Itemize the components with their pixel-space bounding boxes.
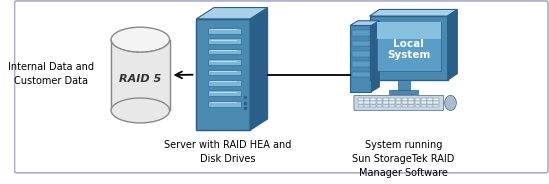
FancyBboxPatch shape [208,101,242,107]
Text: Internal Data and
Customer Data: Internal Data and Customer Data [8,62,94,86]
Ellipse shape [111,98,170,123]
FancyBboxPatch shape [208,80,242,86]
FancyBboxPatch shape [396,105,401,107]
FancyBboxPatch shape [371,105,376,107]
Polygon shape [250,8,267,130]
Polygon shape [350,21,379,26]
FancyBboxPatch shape [421,105,427,107]
FancyBboxPatch shape [352,61,369,67]
FancyBboxPatch shape [352,41,369,46]
Ellipse shape [445,95,456,110]
FancyBboxPatch shape [358,105,363,107]
FancyBboxPatch shape [371,102,376,104]
FancyBboxPatch shape [354,95,444,110]
FancyBboxPatch shape [434,102,439,104]
FancyBboxPatch shape [402,105,408,107]
FancyBboxPatch shape [434,105,439,107]
FancyBboxPatch shape [369,16,447,80]
Text: Local
System: Local System [387,39,430,60]
Polygon shape [197,8,267,19]
FancyBboxPatch shape [352,51,369,57]
FancyBboxPatch shape [371,98,376,100]
FancyBboxPatch shape [377,98,383,100]
FancyBboxPatch shape [377,22,440,39]
FancyBboxPatch shape [414,98,421,100]
FancyBboxPatch shape [377,22,440,71]
FancyBboxPatch shape [408,98,414,100]
FancyBboxPatch shape [383,98,389,100]
FancyBboxPatch shape [389,98,395,100]
Text: RAID 5: RAID 5 [119,74,161,84]
Ellipse shape [111,27,170,52]
FancyBboxPatch shape [402,102,408,104]
FancyBboxPatch shape [14,1,548,173]
FancyBboxPatch shape [208,38,242,44]
FancyBboxPatch shape [358,102,363,104]
FancyBboxPatch shape [350,26,372,92]
FancyBboxPatch shape [352,72,369,77]
FancyBboxPatch shape [408,105,414,107]
Text: Server with RAID HEA and
Disk Drives: Server with RAID HEA and Disk Drives [165,140,292,164]
FancyBboxPatch shape [208,70,242,75]
FancyBboxPatch shape [408,102,414,104]
FancyBboxPatch shape [364,98,370,100]
FancyBboxPatch shape [208,59,242,65]
FancyBboxPatch shape [421,98,427,100]
FancyBboxPatch shape [389,90,418,94]
FancyBboxPatch shape [396,98,401,100]
FancyBboxPatch shape [377,105,383,107]
FancyBboxPatch shape [414,105,421,107]
FancyBboxPatch shape [427,98,433,100]
FancyBboxPatch shape [434,98,439,100]
FancyBboxPatch shape [427,105,433,107]
FancyBboxPatch shape [398,80,410,90]
FancyBboxPatch shape [208,49,242,54]
Polygon shape [372,21,379,92]
FancyBboxPatch shape [364,102,370,104]
FancyBboxPatch shape [364,105,370,107]
FancyBboxPatch shape [396,102,401,104]
FancyBboxPatch shape [352,30,369,36]
FancyBboxPatch shape [389,102,395,104]
FancyBboxPatch shape [389,105,395,107]
Text: System running
Sun StorageTek RAID
Manager Software: System running Sun StorageTek RAID Manag… [352,140,455,178]
FancyBboxPatch shape [402,98,408,100]
FancyBboxPatch shape [197,19,250,130]
FancyBboxPatch shape [414,102,421,104]
FancyBboxPatch shape [421,102,427,104]
Polygon shape [369,9,457,16]
FancyBboxPatch shape [208,28,242,33]
FancyBboxPatch shape [208,91,242,96]
FancyBboxPatch shape [358,98,363,100]
FancyBboxPatch shape [383,105,389,107]
FancyBboxPatch shape [427,102,433,104]
FancyBboxPatch shape [377,102,383,104]
Polygon shape [447,9,457,80]
FancyBboxPatch shape [383,102,389,104]
